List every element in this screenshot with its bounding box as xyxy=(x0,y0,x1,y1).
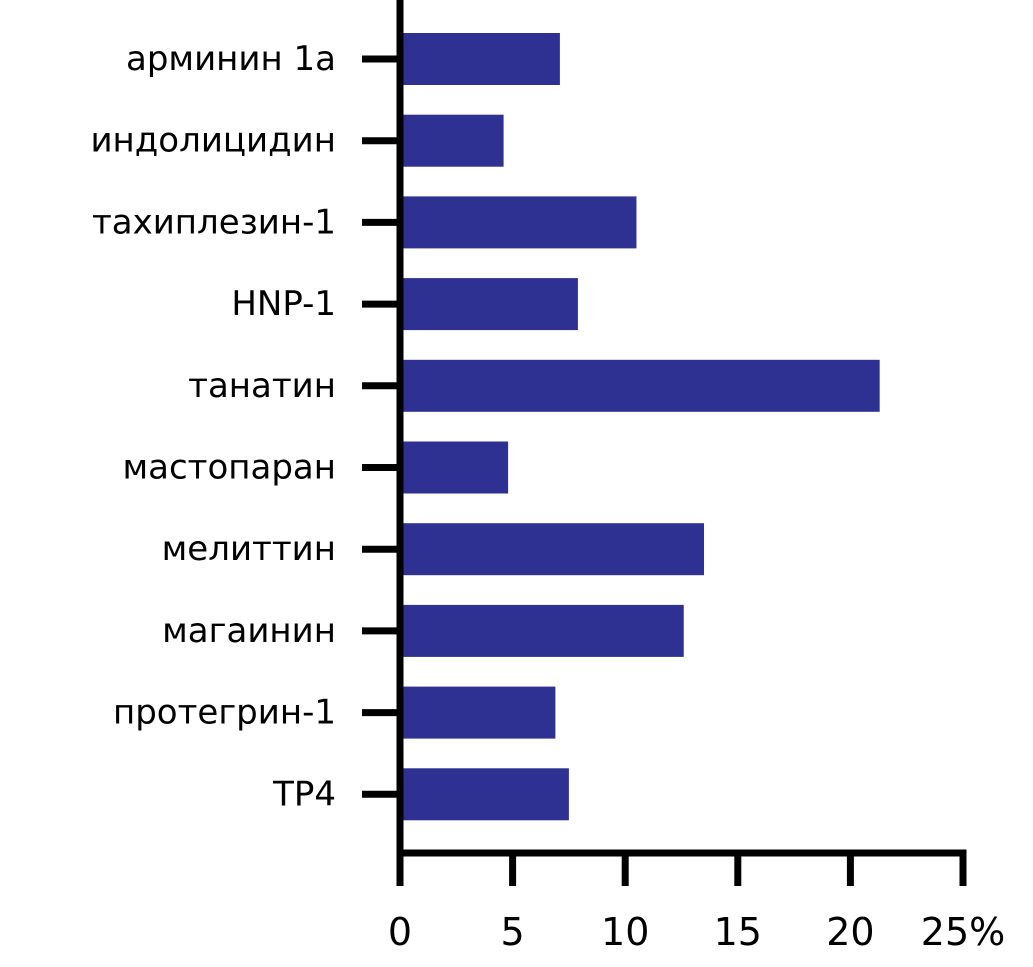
category-label: арминин 1а xyxy=(126,39,336,79)
category-label: TP4 xyxy=(272,774,336,814)
category-label: протегрин-1 xyxy=(113,693,336,733)
x-tick-label: 5 xyxy=(501,910,525,954)
category-labels: арминин 1а индолицидин тахиплезин-1 HNP-1 та… xyxy=(90,39,336,814)
bar xyxy=(400,278,578,331)
y-ticks xyxy=(362,55,400,798)
bar xyxy=(400,33,560,85)
category-label: мелиттин xyxy=(162,529,336,569)
bars xyxy=(400,33,880,821)
x-tick-label: 25% xyxy=(921,910,1005,954)
bar xyxy=(400,114,504,167)
bar xyxy=(400,686,556,739)
bar xyxy=(400,196,637,249)
bar xyxy=(400,359,880,412)
bar xyxy=(400,441,509,494)
bar xyxy=(400,768,569,821)
x-ticks xyxy=(396,853,967,886)
category-label: танатин xyxy=(188,366,336,406)
category-label: магаинин xyxy=(162,611,336,651)
x-tick-label: 0 xyxy=(388,910,412,954)
category-label: тахиплезин-1 xyxy=(92,202,336,242)
category-label: HNP-1 xyxy=(231,284,336,324)
category-label: мастопаран xyxy=(123,448,337,488)
x-tick-label: 20 xyxy=(826,910,874,954)
x-tick-label: 15 xyxy=(714,910,762,954)
x-tick-labels: 0 5 10 15 20 25% xyxy=(388,910,1005,954)
category-label: индолицидин xyxy=(90,121,336,161)
bar xyxy=(400,604,684,657)
bar xyxy=(400,523,705,576)
x-tick-label: 10 xyxy=(601,910,649,954)
